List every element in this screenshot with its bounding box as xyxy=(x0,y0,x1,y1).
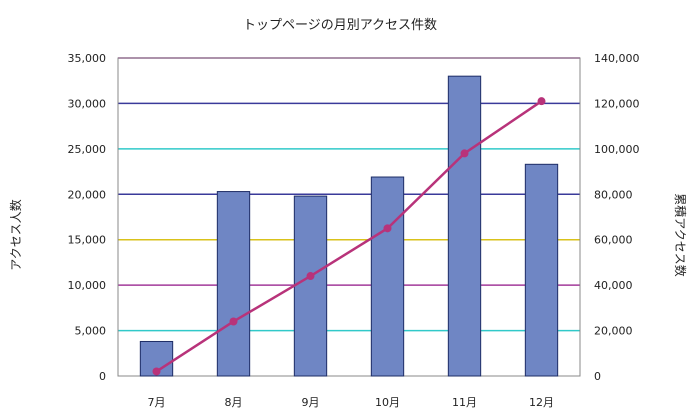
y-axis-label-left: アクセス人数 xyxy=(8,199,23,270)
y-tick-label-left: 5,000 xyxy=(75,325,107,338)
x-axis-ticks: 7月 8月 9月 10月 11月 12月 xyxy=(148,396,555,409)
y-tick-label-right: 80,000 xyxy=(594,188,633,201)
line-series xyxy=(152,97,546,376)
y-tick-label-right: 60,000 xyxy=(594,234,633,247)
line-point xyxy=(229,317,238,326)
y-tick-label-left: 0 xyxy=(99,370,106,383)
x-tick-label: 10月 xyxy=(375,396,400,409)
y-axis-label-right: 累積アクセス数 xyxy=(673,193,688,276)
left-axis-ticks: 0 5,000 10,000 15,000 20,000 25,000 30,000 35,0… xyxy=(68,52,107,383)
x-tick-label: 8月 xyxy=(225,396,243,409)
y-tick-label-right: 120,000 xyxy=(594,97,640,110)
bar-series xyxy=(139,75,559,377)
plot-frame xyxy=(117,57,581,377)
y-tick-label-right: 40,000 xyxy=(594,279,633,292)
y-tick-label-right: 20,000 xyxy=(594,325,633,338)
y-tick-label-left: 15,000 xyxy=(68,234,107,247)
x-tick-label: 12月 xyxy=(529,396,554,409)
series-line xyxy=(155,100,543,373)
right-axis-ticks: 0 20,000 40,000 60,000 80,000 100,000 120,000 1… xyxy=(594,52,640,383)
y-tick-label-right: 100,000 xyxy=(594,143,640,156)
line-point xyxy=(306,272,315,281)
line-point xyxy=(383,224,392,233)
y-tick-label-right: 140,000 xyxy=(594,52,640,65)
y-tick-label-left: 35,000 xyxy=(68,52,107,65)
line-point xyxy=(537,97,546,106)
y-tick-label-right: 0 xyxy=(594,370,601,383)
y-tick-label-left: 25,000 xyxy=(68,143,107,156)
line-point xyxy=(460,149,469,158)
chart-title: トップページの月別アクセス件数 xyxy=(243,18,437,33)
bar xyxy=(293,195,328,377)
line-point xyxy=(152,367,161,376)
x-tick-label: 9月 xyxy=(302,396,320,409)
bar xyxy=(370,176,405,377)
x-tick-label: 11月 xyxy=(452,396,477,409)
gridlines xyxy=(118,57,580,332)
bar xyxy=(216,191,251,377)
y-tick-label-left: 10,000 xyxy=(68,279,107,292)
bar xyxy=(447,75,482,377)
y-tick-label-left: 30,000 xyxy=(68,97,107,110)
bar xyxy=(524,163,559,377)
y-tick-label-left: 20,000 xyxy=(68,188,107,201)
x-tick-label: 7月 xyxy=(148,396,166,409)
